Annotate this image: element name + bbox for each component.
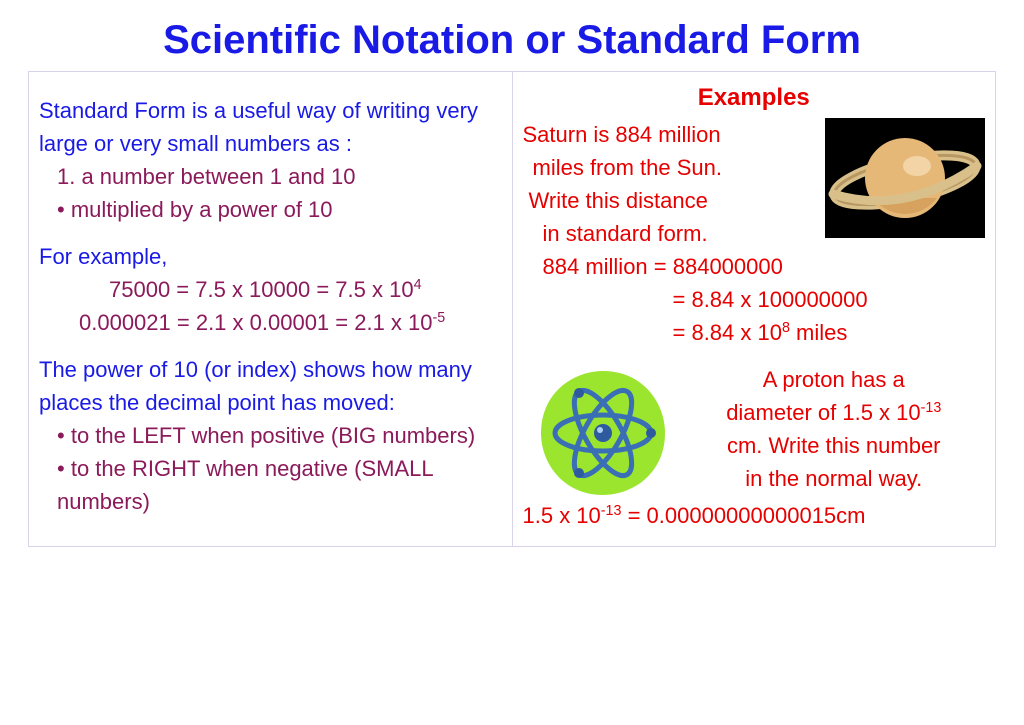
proton-line-3: cm. Write this number [683, 429, 986, 462]
example-2-exp: -5 [433, 310, 446, 326]
page: Scientific Notation or Standard Form Sta… [0, 0, 1024, 725]
rule-2: multiplied by a power of 10 [57, 193, 502, 226]
rule-1: 1. a number between 1 and 10 [57, 160, 502, 193]
proton-example: A proton has a diameter of 1.5 x 10-13 c… [523, 363, 986, 532]
examples-header: Examples [523, 80, 986, 116]
proton-answer: 1.5 x 10-13 = 0.00000000000015cm [523, 499, 986, 532]
saturn-question: Saturn is 884 million miles from the Sun… [523, 118, 803, 250]
proton-line-1: A proton has a [683, 363, 986, 396]
proton-line-2: diameter of 1.5 x 10-13 [683, 396, 986, 429]
saturn-line-2: miles from the Sun. [533, 151, 803, 184]
for-example-label: For example, [39, 240, 502, 273]
left-column: Standard Form is a useful way of writing… [28, 72, 513, 546]
saturn-working: 884 million = 884000000 = 8.84 x 1000000… [543, 250, 986, 349]
saturn-eq-3-exp: 8 [782, 320, 790, 336]
saturn-eq-3-pre: = 8.84 x 10 [673, 320, 782, 345]
proton-answer-post: = 0.00000000000015cm [621, 503, 865, 528]
example-1: 75000 = 7.5 x 10000 = 7.5 x 104 [109, 273, 502, 306]
power-intro: The power of 10 (or index) shows how man… [39, 353, 502, 419]
saturn-eq-2: = 8.84 x 100000000 [673, 283, 986, 316]
proton-line-4: in the normal way. [683, 462, 986, 495]
intro-text: Standard Form is a useful way of writing… [39, 94, 502, 160]
page-title: Scientific Notation or Standard Form [0, 0, 1024, 71]
saturn-line-1: Saturn is 884 million [523, 118, 803, 151]
saturn-eq-1: 884 million = 884000000 [543, 250, 986, 283]
saturn-eq-3: = 8.84 x 108 miles [673, 316, 986, 349]
power-left-rule: to the LEFT when positive (BIG numbers) [57, 419, 502, 452]
atom-icon [533, 363, 673, 503]
content-columns: Standard Form is a useful way of writing… [28, 71, 996, 547]
right-column: Examples Saturn is 884 million m [513, 72, 997, 546]
saturn-example: Saturn is 884 million miles from the Sun… [523, 118, 986, 349]
example-1-text: 75000 = 7.5 x 10000 = 7.5 x 10 [109, 277, 414, 302]
proton-line-2-pre: diameter of 1.5 x 10 [726, 400, 920, 425]
proton-line-2-exp: -13 [921, 400, 942, 416]
power-right-rule: to the RIGHT when negative (SMALL number… [57, 452, 502, 518]
example-2: 0.000021 = 2.1 x 0.00001 = 2.1 x 10-5 [79, 306, 502, 339]
proton-answer-pre: 1.5 x 10 [523, 503, 601, 528]
proton-question: A proton has a diameter of 1.5 x 10-13 c… [683, 363, 986, 495]
example-1-exp: 4 [414, 277, 422, 293]
saturn-line-4: in standard form. [543, 217, 803, 250]
saturn-icon [825, 118, 985, 238]
proton-answer-exp: -13 [601, 503, 622, 519]
spacer [39, 80, 502, 94]
saturn-line-3: Write this distance [529, 184, 803, 217]
example-2-text: 0.000021 = 2.1 x 0.00001 = 2.1 x 10 [79, 310, 433, 335]
spacer [39, 226, 502, 240]
saturn-eq-3-post: miles [790, 320, 847, 345]
spacer [39, 339, 502, 353]
